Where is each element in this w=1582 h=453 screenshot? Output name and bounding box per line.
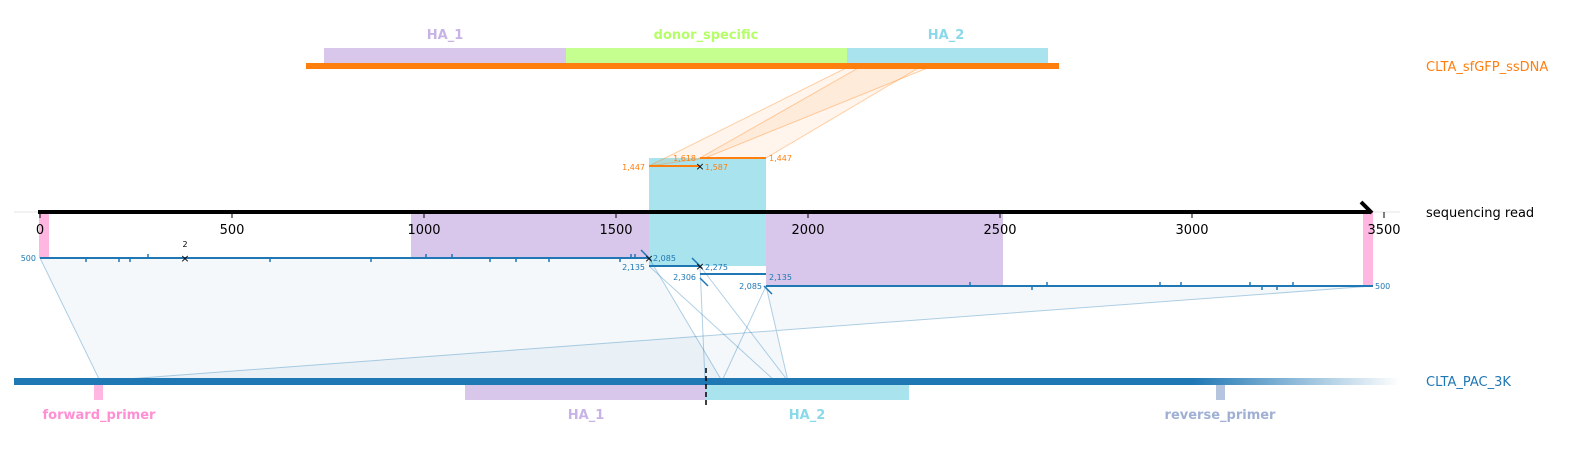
target-connector-cross-2 <box>699 265 706 382</box>
target-align-number: 500 <box>21 254 36 263</box>
read-axis-tick-label: 1500 <box>599 223 632 238</box>
target-feature-ha1-bar <box>465 385 706 400</box>
donor-feature-ha2-bar <box>847 48 1048 63</box>
donor-connector-2 <box>698 66 922 159</box>
donor-feature-ha1-label: HA_1 <box>427 28 464 43</box>
read-axis-tick-label: 500 <box>220 223 245 238</box>
deletion-x-icon: × <box>644 252 653 265</box>
target-feature-ha2-label: HA_2 <box>789 408 826 423</box>
target-backbone <box>14 378 1400 385</box>
target-align-number: 500 <box>1375 282 1390 291</box>
donor-align-number: 1,447 <box>622 163 645 172</box>
donor-backbone <box>306 63 1059 69</box>
target-feature-reverse-primer-bar <box>1216 385 1225 400</box>
donor-feature-donor-specific-bar <box>566 48 847 63</box>
deletion-x-icon: × <box>180 252 189 265</box>
read-track-label: sequencing read <box>1426 206 1534 221</box>
read-axis-ticks: 0 500 1000 1500 2000 2500 3000 3500 <box>36 212 1401 238</box>
read-primer-left <box>39 212 49 258</box>
target-align-number: 2 <box>182 240 187 249</box>
target-feature-ha2-bar <box>706 385 909 400</box>
read-axis-tick-label: 3000 <box>1175 223 1208 238</box>
target-track-label: CLTA_PAC_3K <box>1426 375 1511 390</box>
read-axis-end-mark <box>1359 200 1374 215</box>
target-feature-ha1-label: HA_1 <box>568 408 605 423</box>
donor-track-label: CLTA_sfGFP_ssDNA <box>1426 60 1548 75</box>
read-axis-tick-label: 1000 <box>407 223 440 238</box>
donor-align-number: 1,587 <box>705 163 728 172</box>
read-primer-right <box>1363 212 1373 286</box>
read-axis-tick-label: 3500 <box>1367 223 1400 238</box>
donor-feature-ha1-bar <box>324 48 566 63</box>
mismatch-ticks <box>85 249 1294 295</box>
read-ha1-region-right <box>766 212 1003 286</box>
target-connector-cross-4 <box>699 265 789 382</box>
deletion-x-icon: × <box>695 260 704 273</box>
donor-junction-x-icon: × <box>695 160 704 173</box>
target-align-number: 2,135 <box>769 273 792 282</box>
target-feature-reverse-primer-label: reverse_primer <box>1165 408 1277 423</box>
read-ha1-region-left <box>411 212 649 258</box>
read-axis-tick-label: 0 <box>36 223 44 238</box>
read-axis-tick-label: 2000 <box>791 223 824 238</box>
target-align-number: 2,275 <box>705 263 728 272</box>
donor-align-number: 1,447 <box>769 154 792 163</box>
donor-feature-donor-specific-label: donor_specific <box>654 28 759 43</box>
donor-align-number: 1,618 <box>673 154 696 163</box>
donor-feature-ha2-label: HA_2 <box>928 28 965 43</box>
target-align-number: 2,306 <box>673 273 696 282</box>
target-align-number: 2,085 <box>653 254 676 263</box>
target-align-number: 2,085 <box>739 282 762 291</box>
target-align-number: 2,135 <box>622 263 645 272</box>
target-connector-cross-3 <box>721 285 767 382</box>
read-axis-tick-label: 2500 <box>983 223 1016 238</box>
target-feature-forward-primer-bar <box>94 385 103 400</box>
target-feature-forward-primer-label: forward_primer <box>43 408 157 423</box>
target-connector-cross-1 <box>648 265 776 382</box>
